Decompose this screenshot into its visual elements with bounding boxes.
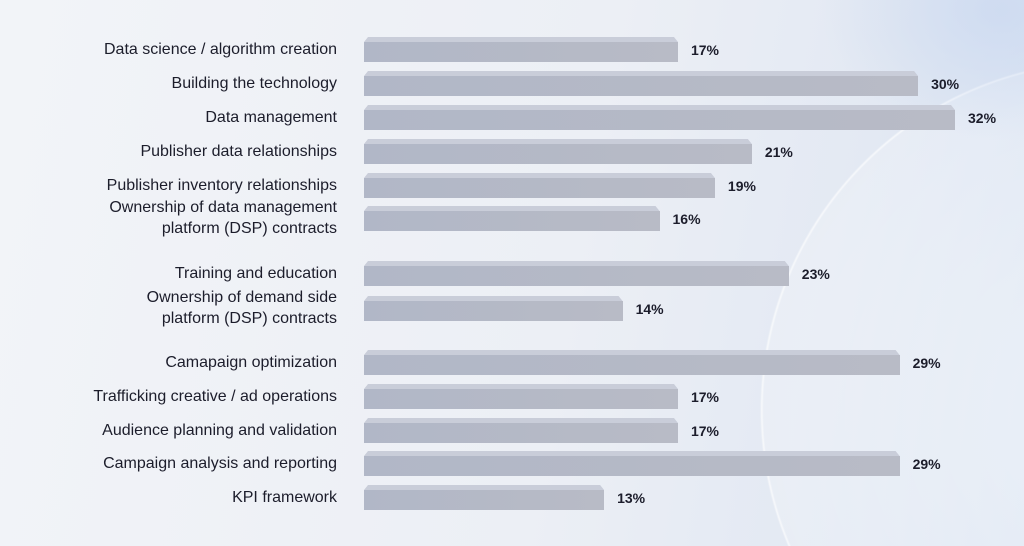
bar [364,418,678,443]
value-label: 21% [764,144,793,160]
value-label: 16% [672,211,701,227]
value-label: 17% [690,423,719,439]
value-label: 32% [968,110,997,126]
value-label: 30% [931,76,960,92]
bar [364,105,955,130]
value-label: 23% [801,266,830,282]
value-label: 17% [690,42,719,58]
bar [364,37,678,62]
bar [364,173,715,198]
category-label: Ownership of demand side platform (DSP) c… [146,289,337,327]
value-label: 17% [690,389,719,405]
category-label: Publisher inventory relationships [106,177,337,194]
bar [364,350,900,375]
category-label: Publisher data relationships [140,143,337,160]
bar [364,71,919,96]
bar [364,206,660,231]
bar [364,261,789,286]
value-label: 13% [617,490,646,506]
bar [364,451,900,476]
value-label: 29% [912,355,941,371]
category-label: Data science / algorithm creation [104,41,337,58]
bar [364,384,678,409]
category-label: KPI framework [232,489,337,506]
value-label: 29% [912,456,941,472]
bar [364,485,605,510]
category-label: Camapaign optimization [165,354,337,371]
category-label: Data management [205,109,337,126]
category-label: Trafficking creative / ad operations [93,388,337,405]
category-label: Campaign analysis and reporting [103,455,337,472]
bar [364,139,752,164]
value-label: 19% [727,178,756,194]
value-label: 14% [635,301,664,317]
category-label: Ownership of data management platform (DS… [109,199,337,237]
category-label: Audience planning and validation [102,422,337,439]
bar [364,296,623,321]
category-label: Training and education [174,265,337,282]
category-label: Building the technology [171,75,337,92]
